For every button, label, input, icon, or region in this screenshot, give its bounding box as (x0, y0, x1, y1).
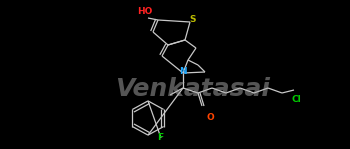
Text: Venkatasai: Venkatasai (115, 77, 270, 101)
Text: Cl: Cl (291, 96, 301, 104)
Text: N: N (179, 67, 187, 76)
Text: F: F (157, 134, 163, 142)
Text: HO: HO (137, 7, 153, 17)
Text: O: O (206, 114, 214, 122)
Text: S: S (190, 15, 196, 24)
